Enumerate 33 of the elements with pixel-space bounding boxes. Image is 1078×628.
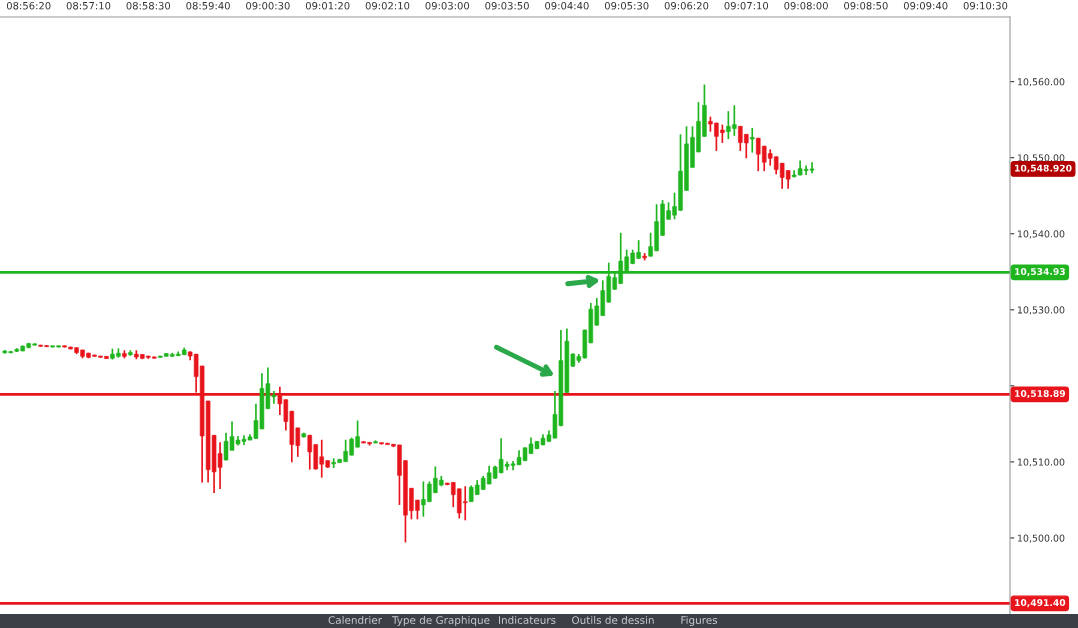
x-tick-label: 09:02:10 bbox=[365, 1, 410, 10]
candlestick bbox=[750, 127, 755, 154]
x-tick-label: 09:08:50 bbox=[844, 1, 888, 10]
y-tick-label: 10,540.00 bbox=[1017, 230, 1065, 239]
y-tick-label: 10,560.00 bbox=[1017, 78, 1065, 87]
text: 10,548.920 bbox=[1015, 164, 1072, 173]
y-tick-label: 10,530.00 bbox=[1017, 306, 1065, 315]
ref-line-label: 10,534.93 bbox=[1015, 268, 1065, 277]
x-tick-label: 09:04:40 bbox=[545, 1, 589, 10]
y-tick-label: 10,510.00 bbox=[1017, 458, 1065, 467]
x-tick-label: 09:06:20 bbox=[664, 1, 709, 10]
text: Indicateurs bbox=[498, 615, 556, 625]
x-tick-label: 09:08:00 bbox=[784, 1, 828, 10]
x-tick-label: 09:03:00 bbox=[425, 1, 470, 10]
x-tick-label: 08:58:30 bbox=[126, 1, 171, 10]
x-tick-label: 09:07:10 bbox=[724, 1, 769, 10]
x-tick-label: 08:59:40 bbox=[186, 1, 230, 10]
y-tick-label: 10,550.00 bbox=[1017, 154, 1065, 163]
x-tick-label: 09:10:30 bbox=[963, 1, 1008, 10]
text: Figures bbox=[681, 615, 718, 627]
x-tick-label: 08:56:20 bbox=[6, 1, 51, 10]
text: Calendrier bbox=[328, 615, 383, 625]
y-tick-label: 10,500.00 bbox=[1017, 534, 1065, 543]
x-tick-label: 09:01:20 bbox=[305, 1, 350, 10]
x-tick-label: 09:00:30 bbox=[246, 1, 290, 10]
text: Outils de dessin bbox=[572, 615, 654, 625]
x-tick-label: 09:09:40 bbox=[903, 1, 948, 10]
text: Type de Graphique bbox=[391, 615, 490, 627]
x-tick-label: 09:03:50 bbox=[485, 1, 529, 10]
ref-line-label: 10,518.89 bbox=[1015, 390, 1066, 399]
x-tick-label: 09:05:30 bbox=[604, 1, 649, 10]
ref-line-label: 10,491.40 bbox=[1015, 599, 1066, 608]
x-tick-label: 08:57:10 bbox=[66, 1, 111, 10]
